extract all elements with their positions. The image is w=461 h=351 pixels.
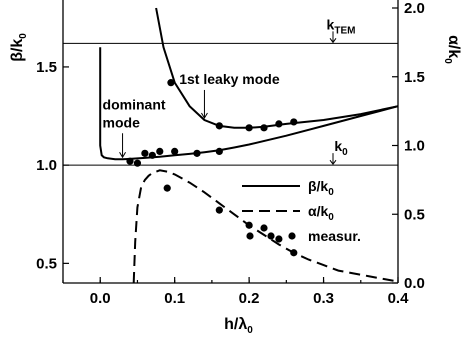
legend-label: α/k0 bbox=[308, 203, 334, 223]
measured-beta-point bbox=[171, 147, 179, 155]
y-right-axis-title: α/k0 bbox=[442, 35, 461, 64]
annotation-dominant-arrowhead bbox=[119, 151, 126, 159]
measured-beta-point bbox=[133, 159, 142, 167]
reference-arrowhead-0 bbox=[329, 159, 337, 165]
annotation-dominant: dominant bbox=[103, 96, 166, 112]
y-left-tick-label: 0.5 bbox=[36, 255, 57, 272]
reference-arrowhead-tem bbox=[329, 38, 337, 44]
y-right-tick-label: 1.5 bbox=[404, 69, 425, 86]
x-axis-title: h/λ0 bbox=[224, 316, 253, 336]
y-right-tick-label: 1.0 bbox=[404, 138, 425, 155]
y-left-axis-title: β/k0 bbox=[9, 33, 29, 62]
measured-alpha-point bbox=[245, 221, 253, 229]
measured-alpha-point bbox=[163, 184, 171, 192]
annotation-leaky-arrowhead bbox=[201, 112, 208, 119]
measured-alpha-point bbox=[260, 224, 268, 232]
legend-swatch-dot bbox=[246, 232, 254, 240]
y-right-tick-label: 0.0 bbox=[404, 275, 425, 292]
y-left-tick-label: 1.5 bbox=[36, 59, 57, 76]
measured-beta-point bbox=[215, 147, 223, 155]
series-line-2 bbox=[132, 169, 399, 284]
measured-beta-point bbox=[260, 124, 268, 132]
x-tick-label: 0.4 bbox=[388, 290, 410, 307]
legend-swatch-dot bbox=[267, 232, 275, 240]
x-tick-label: 0.0 bbox=[90, 290, 111, 307]
legend-label: β/k0 bbox=[308, 178, 334, 198]
legend-label: measur. bbox=[308, 228, 361, 244]
measured-alpha-point bbox=[275, 235, 283, 243]
x-tick-label: 0.1 bbox=[164, 290, 185, 307]
reference-label-0: k0 bbox=[334, 138, 348, 158]
series-line-1 bbox=[155, 7, 399, 129]
y-right-tick-label: 2.0 bbox=[404, 0, 425, 17]
measured-beta-point bbox=[245, 124, 253, 132]
x-tick-label: 0.2 bbox=[239, 290, 260, 307]
measured-beta-point bbox=[290, 118, 298, 126]
measured-alpha-point bbox=[215, 206, 223, 214]
measured-beta-point bbox=[193, 149, 201, 157]
x-tick-label: 0.3 bbox=[313, 290, 334, 307]
reference-label-tem: kTEM bbox=[327, 16, 356, 36]
measured-beta-point bbox=[126, 157, 134, 165]
measured-beta-point bbox=[215, 122, 223, 130]
measured-beta-point bbox=[148, 151, 156, 159]
annotation-mode: mode bbox=[103, 114, 141, 130]
series-line-0 bbox=[99, 47, 399, 161]
annotation-leaky-mode: 1st leaky mode bbox=[179, 71, 280, 87]
measured-beta-point bbox=[141, 149, 149, 157]
y-right-tick-label: 0.5 bbox=[404, 206, 425, 223]
measured-beta-point bbox=[156, 147, 164, 155]
measured-alpha-point bbox=[290, 249, 298, 257]
y-left-tick-label: 1.0 bbox=[36, 157, 57, 174]
legend-swatch-dot bbox=[288, 232, 296, 240]
measured-beta-point bbox=[275, 120, 283, 128]
measured-beta-point bbox=[167, 79, 175, 87]
